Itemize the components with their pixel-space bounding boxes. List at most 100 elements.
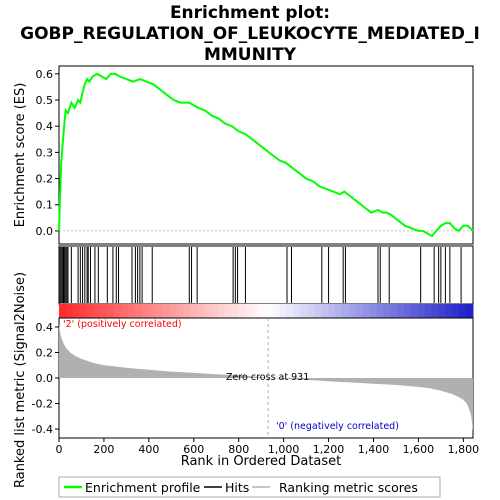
color-bar-segment-55 — [438, 304, 446, 318]
color-bar-segment-41 — [341, 304, 350, 318]
legend: Enrichment profile Hits Ranking metric s… — [58, 476, 441, 498]
es-axis-label: Enrichment score (ES) — [13, 83, 28, 228]
rank-color-bar — [59, 304, 474, 318]
metric-xtick-label-2: 400 — [138, 443, 159, 456]
color-bar-segment-25 — [231, 304, 239, 318]
enrichment-profile-line — [58, 72, 474, 238]
color-bar-segment-27 — [245, 304, 253, 318]
color-bar-segment-2 — [72, 304, 81, 318]
color-bar-segment-29 — [259, 304, 267, 318]
es-ytick-label-5: 0.5 — [36, 94, 54, 107]
ranking-metric-area — [59, 324, 473, 432]
color-bar-segment-19 — [190, 304, 198, 318]
metric-ytick-label-4: 0.4 — [36, 321, 54, 334]
positive-correlation-label: '2' (positively correlated) — [63, 319, 182, 330]
color-bar-segment-59 — [466, 304, 474, 318]
metric-xtick-label-4: 800 — [228, 443, 249, 456]
color-bar-segment-40 — [335, 304, 343, 318]
metric-ytick-label-3: 0.2 — [36, 346, 54, 359]
color-bar-segment-1 — [65, 304, 74, 318]
color-bar-segment-49 — [397, 304, 405, 318]
color-bar-segment-17 — [176, 304, 184, 318]
metric-xtick-label-6: 1,200 — [313, 443, 345, 456]
color-bar-segment-20 — [197, 304, 205, 318]
color-bar-segment-51 — [410, 304, 419, 318]
metric-xtick-label-3: 600 — [183, 443, 204, 456]
es-ytick-label-3: 0.3 — [36, 146, 54, 159]
metric-xtick-label-0: 0 — [56, 443, 63, 456]
color-bar-segment-45 — [369, 304, 377, 318]
es-layer: 0.0 0.1 0.2 0.3 0.4 0.5 0.6 — [36, 68, 474, 238]
color-bar-segment-8 — [114, 304, 122, 318]
es-ytick-label-2: 0.2 — [36, 173, 54, 186]
color-bar-segment-24 — [224, 304, 232, 318]
color-bar-segment-22 — [210, 304, 219, 318]
title-line-1: Enrichment plot: — [170, 3, 330, 23]
color-bar-segment-37 — [314, 304, 322, 318]
metric-xtick-label-7: 1,400 — [358, 443, 390, 456]
color-bar-segment-6 — [100, 304, 108, 318]
color-bar-segment-34 — [293, 304, 301, 318]
color-bar-segment-54 — [431, 304, 439, 318]
color-bar-segment-33 — [286, 304, 295, 318]
color-bar-segment-36 — [307, 304, 315, 318]
metric-xtick-label-5: 1,000 — [268, 443, 300, 456]
color-bar-segment-39 — [328, 304, 336, 318]
color-bar-segment-56 — [445, 304, 453, 318]
color-bar-segment-57 — [452, 304, 460, 318]
color-bar-segment-10 — [128, 304, 136, 318]
color-bar-segment-7 — [107, 304, 115, 318]
metric-xtick-label-1: 200 — [93, 443, 114, 456]
color-bar-segment-12 — [141, 304, 150, 318]
color-bar-segment-52 — [417, 304, 426, 318]
color-bar-segment-15 — [162, 304, 170, 318]
metric-xtick-label-8: 1,600 — [403, 443, 435, 456]
color-bar-segment-28 — [252, 304, 260, 318]
metric-ytick-label-1: -0.2 — [32, 398, 53, 411]
color-bar-segment-14 — [155, 304, 163, 318]
color-bar-segment-4 — [86, 304, 94, 318]
color-bar-segment-50 — [404, 304, 412, 318]
metric-ytick-label-0: -0.4 — [32, 423, 53, 436]
metric-xtick-label-9: 1,800 — [448, 443, 480, 456]
color-bar-segment-31 — [272, 304, 281, 318]
legend-label-enrichment: Enrichment profile — [85, 480, 201, 495]
color-bar-segment-13 — [148, 304, 157, 318]
color-bar-segment-43 — [355, 304, 364, 318]
color-bar-segment-53 — [424, 304, 433, 318]
color-bar-segment-30 — [266, 304, 274, 318]
color-bar-segment-26 — [238, 304, 246, 318]
zero-cross-label: Zero cross at 931 — [226, 372, 309, 383]
metric-axis-label: Ranked list metric (Signal2Noise) — [13, 272, 28, 488]
negative-correlation-label: '0' (negatively correlated) — [276, 421, 399, 432]
title-line-2: GOBP_REGULATION_OF_LEUKOCYTE_MEDIATED_I — [20, 24, 480, 44]
metric-ytick-label-2: 0.0 — [36, 372, 54, 385]
metric-layer: -0.4 -0.2 0.0 0.2 0.4 0 200 400 600 800 1,000 1,200… — [32, 318, 480, 456]
hits-layer — [59, 247, 462, 303]
color-bar-segment-44 — [362, 304, 370, 318]
color-bar-segment-48 — [390, 304, 398, 318]
color-bar-segment-35 — [300, 304, 308, 318]
es-ytick-label-4: 0.4 — [36, 120, 54, 133]
color-bar-segment-9 — [121, 304, 129, 318]
color-bar-segment-16 — [169, 304, 177, 318]
legend-label-hits: Hits — [225, 480, 249, 495]
title-line-3: MMUNITY — [204, 45, 297, 65]
color-bar-segment-5 — [93, 304, 101, 318]
es-panel-frame — [58, 65, 474, 245]
color-bar-segment-3 — [79, 304, 88, 318]
color-bar-segment-58 — [459, 304, 467, 318]
color-bar-segment-42 — [348, 304, 357, 318]
color-bar-segment-23 — [217, 304, 226, 318]
color-bar-segment-38 — [321, 304, 329, 318]
color-bar-segment-18 — [183, 304, 191, 318]
hits-panel-frame — [58, 245, 474, 305]
color-bar-segment-0 — [59, 304, 67, 318]
color-bar-segment-32 — [279, 304, 288, 318]
color-bar-segment-21 — [203, 304, 212, 318]
es-ytick-label-1: 0.1 — [36, 199, 54, 212]
color-bar-segment-46 — [376, 304, 384, 318]
legend-label-metric: Ranking metric scores — [279, 480, 418, 495]
plot-title: Enrichment plot: GOBP_REGULATION_OF_LEUK… — [20, 3, 480, 65]
